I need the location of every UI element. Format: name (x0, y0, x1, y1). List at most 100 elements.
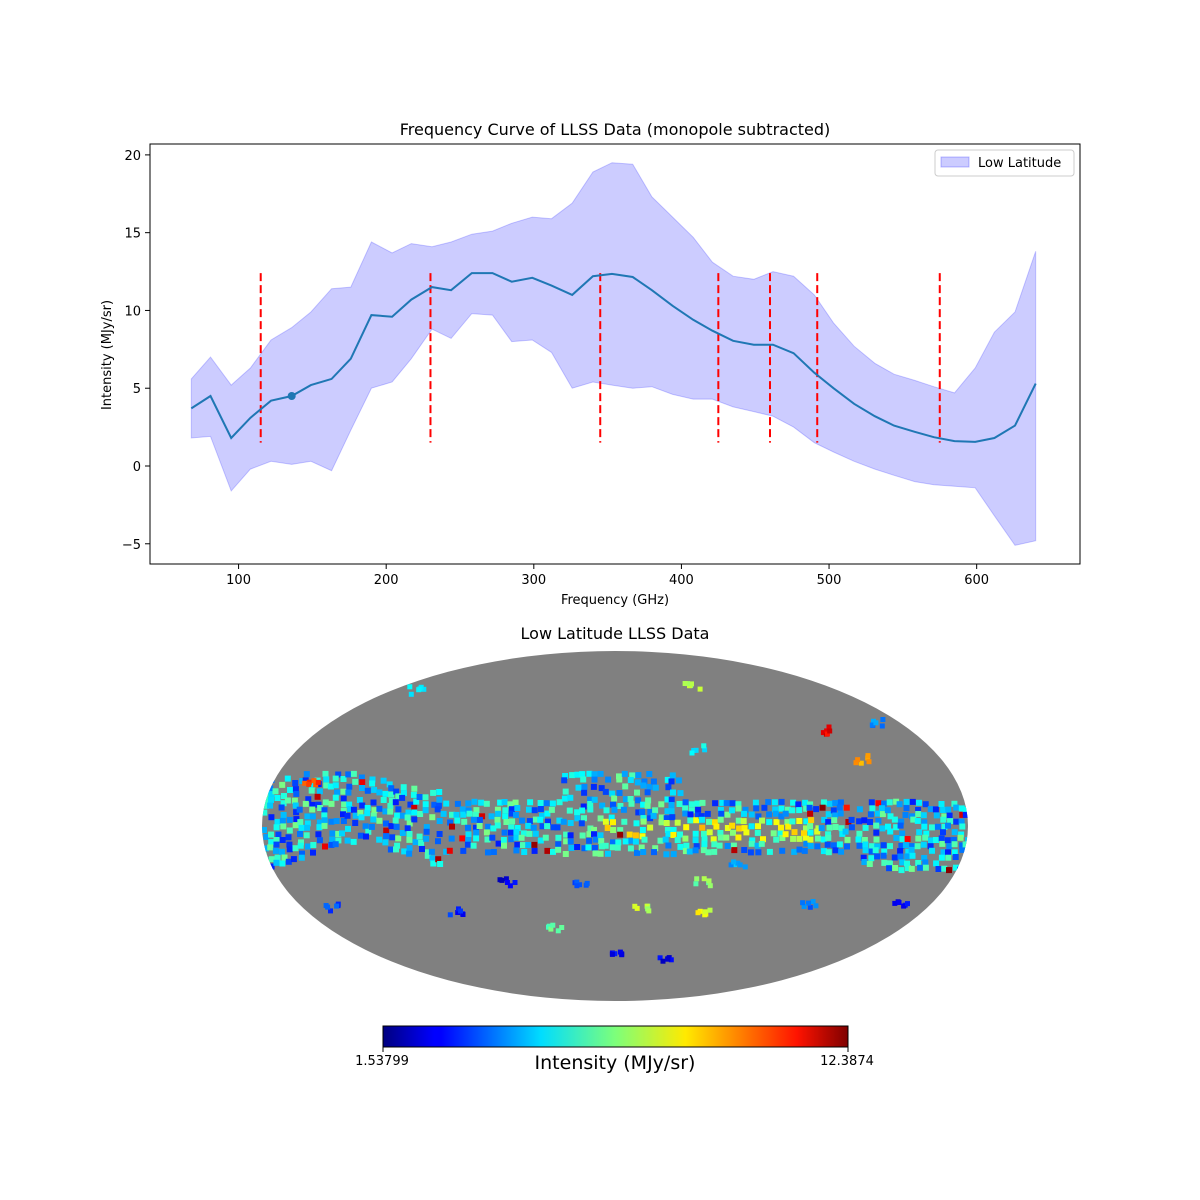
map-pixel (665, 784, 672, 791)
map-pixel (782, 831, 789, 838)
map-pixel (411, 804, 418, 811)
map-pixel (635, 809, 642, 816)
colorbar: 1.53799 12.3874 Intensity (MJy/sr) (355, 1025, 874, 1074)
map-pixel (519, 842, 526, 849)
map-pixel (370, 799, 377, 806)
map-pixel (929, 824, 935, 831)
map-pixel (868, 799, 875, 806)
map-pixel (410, 791, 417, 798)
map-pixel (387, 802, 394, 809)
map-pixel (293, 816, 300, 823)
map-pixel (406, 836, 413, 843)
map-pixel (507, 883, 513, 889)
map-pixel (602, 842, 609, 849)
map-pixel (965, 837, 968, 844)
map-pixel (555, 846, 562, 853)
map-pixel (340, 776, 347, 782)
x-tick-label: 600 (964, 573, 989, 588)
map-pixel (796, 818, 803, 824)
map-pixel (358, 814, 365, 821)
map-pixel (796, 807, 803, 814)
map-pixel (838, 825, 845, 832)
map-pixel (836, 841, 843, 848)
map-pixel (951, 800, 958, 807)
map-pixel (514, 841, 521, 848)
map-pixel (915, 860, 922, 866)
map-pixel (755, 813, 762, 820)
map-pixel (826, 724, 832, 730)
map-pixel (682, 799, 689, 806)
map-pixel (364, 805, 371, 811)
map-pixel (807, 836, 814, 843)
map-pixel (574, 879, 580, 885)
map-pixel (664, 796, 671, 803)
map-pixel (647, 824, 654, 831)
map-pixel (707, 883, 713, 889)
map-pixel (345, 825, 351, 832)
map-pixel (682, 805, 689, 812)
map-pixel (422, 807, 429, 814)
map-pixel (401, 848, 408, 855)
map-pixel (581, 783, 588, 790)
map-pixel (664, 808, 671, 815)
map-pixel (388, 797, 395, 804)
map-pixel (941, 813, 948, 820)
map-pixel (891, 854, 898, 861)
map-pixel (421, 686, 427, 692)
map-pixel (292, 822, 299, 829)
map-pixel (273, 837, 280, 843)
map-pixel (610, 819, 616, 826)
map-pixel (634, 849, 640, 856)
map-pixel (897, 853, 904, 860)
map-pixel (737, 862, 743, 868)
map-pixel (778, 798, 785, 805)
map-pixel (755, 823, 761, 830)
map-pixel (406, 845, 413, 852)
map-pixel (848, 824, 855, 831)
map-pixel (668, 796, 675, 803)
map-pixel (748, 840, 755, 847)
map-pixel (262, 809, 268, 816)
map-pixel (455, 910, 461, 915)
map-pixel (297, 831, 303, 837)
map-pixel (830, 807, 837, 814)
map-pixel (490, 849, 497, 855)
map-pixel (272, 847, 279, 854)
legend-swatch (940, 156, 970, 168)
map-pixel (503, 819, 510, 825)
map-pixel (539, 823, 546, 830)
map-pixel (537, 816, 544, 823)
map-pixel (460, 912, 466, 917)
map-pixel (646, 908, 652, 914)
map-pixel (518, 834, 525, 841)
map-pixel (299, 850, 305, 857)
map-pixel (939, 840, 946, 847)
map-pixel (263, 833, 270, 840)
map-pixel (267, 785, 274, 792)
map-pixel (773, 819, 780, 826)
map-pixel (621, 818, 628, 825)
map-pixel (807, 904, 813, 910)
map-pixel (328, 841, 335, 848)
map-pixel (309, 782, 316, 789)
map-pixel (586, 770, 593, 777)
map-pixel (899, 859, 906, 866)
map-pixel (741, 825, 748, 832)
map-pixel (692, 847, 699, 854)
map-pixel (908, 846, 915, 853)
map-pixel (908, 865, 915, 872)
map-pixel (315, 779, 321, 785)
map-pixel (490, 825, 497, 832)
map-pixel (897, 822, 904, 829)
map-pixel (660, 958, 666, 964)
map-pixel (316, 824, 323, 831)
map-pixel (274, 818, 281, 825)
map-pixel (820, 730, 826, 736)
map-pixel (297, 842, 304, 849)
map-pixel (752, 799, 759, 806)
map-pixel (350, 770, 357, 777)
map-pixel (567, 794, 574, 801)
map-pixel (340, 818, 347, 824)
map-pixel (872, 847, 879, 854)
map-pixel (887, 843, 893, 850)
